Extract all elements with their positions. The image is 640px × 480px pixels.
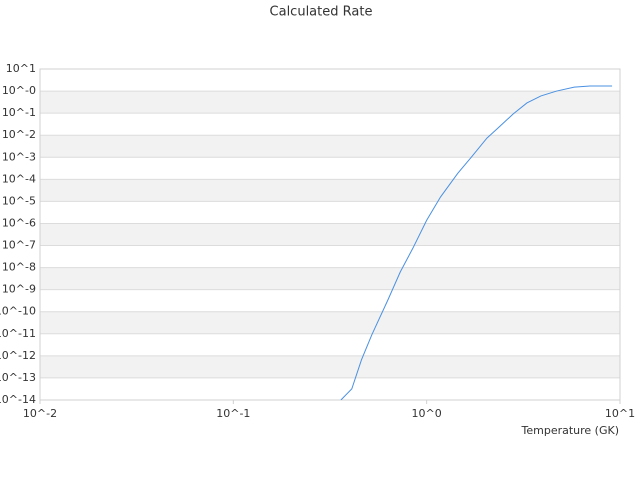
x-tick-label: 10^-1 <box>216 407 250 420</box>
y-tick-label: 10^-8 <box>2 261 36 274</box>
y-tick-label: 10^-2 <box>2 128 36 141</box>
grid-band <box>40 91 620 114</box>
y-tick-label: 10^-13 <box>0 371 36 384</box>
y-tick-label: 10^-14 <box>0 393 36 406</box>
y-tick-label: 10^-9 <box>2 283 36 296</box>
plot-background <box>39 68 621 401</box>
x-tick-label: 10^1 <box>605 407 635 420</box>
x-axis-label: Temperature (GK) <box>521 424 620 437</box>
grid-band <box>40 311 620 334</box>
y-tick-label: 10^-12 <box>0 349 36 362</box>
y-tick-label: 10^-6 <box>2 216 36 229</box>
y-tick-label: 10^1 <box>6 62 36 75</box>
y-tick-label: 10^-0 <box>2 84 36 97</box>
grid-band <box>40 135 620 158</box>
y-tick-label: 10^-11 <box>0 327 36 340</box>
plot-border <box>39 68 621 401</box>
y-tick-label: 10^-3 <box>2 150 36 163</box>
grid-band <box>40 355 620 378</box>
grid-band <box>40 179 620 202</box>
y-tick-label: 10^-7 <box>2 239 36 252</box>
grid-band <box>40 223 620 246</box>
chart-title: Calculated Rate <box>270 5 373 20</box>
y-tick-label: 10^-10 <box>0 305 36 318</box>
y-tick-label: 10^-1 <box>2 106 36 119</box>
y-tick-label: 10^-5 <box>2 194 36 207</box>
grid-band <box>40 267 620 290</box>
x-tick-label: 10^0 <box>412 407 442 420</box>
y-tick-label: 10^-4 <box>2 172 36 185</box>
data-line <box>340 85 613 400</box>
x-tick-label: 10^-2 <box>23 407 57 420</box>
